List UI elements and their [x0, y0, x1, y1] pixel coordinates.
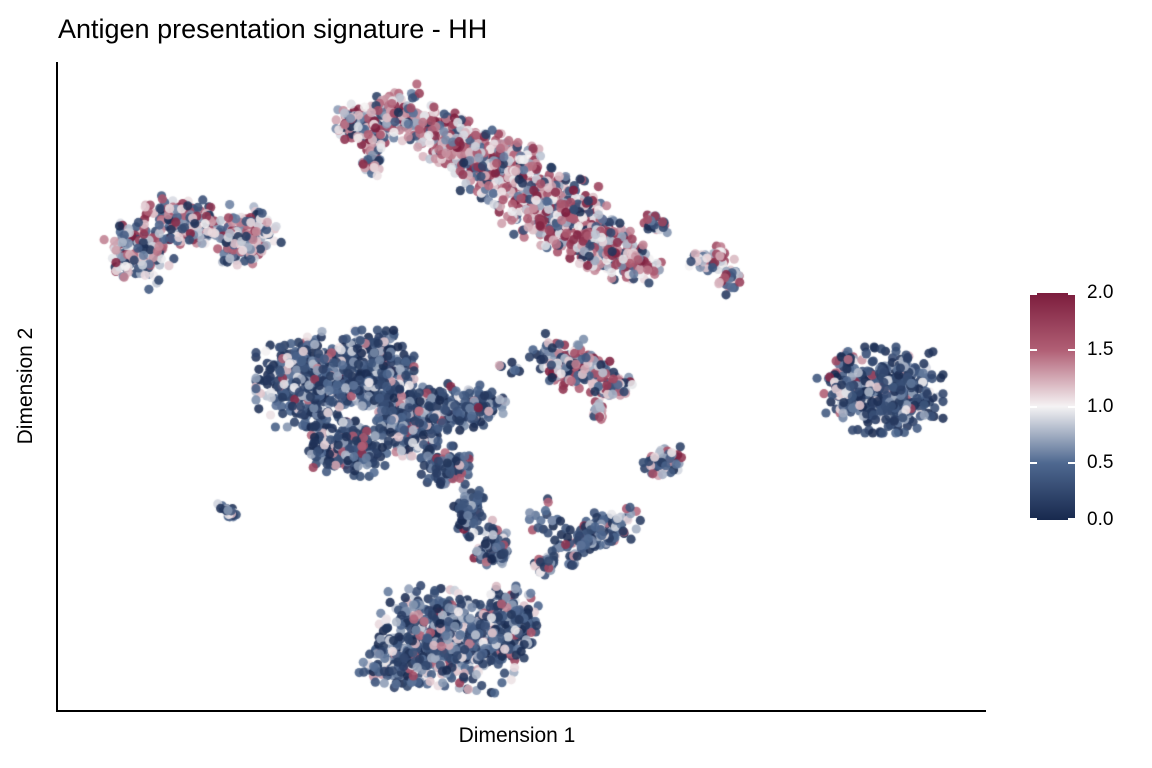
colorbar-tick-label: 1.0: [1087, 395, 1114, 417]
y-axis-label: Dimension 2: [14, 327, 37, 445]
colorbar-tick-mark: [1030, 462, 1037, 465]
colorbar-tick-mark: [1068, 462, 1075, 465]
colorbar-tick-label: 1.5: [1087, 338, 1114, 360]
colorbar-tick-mark: [1068, 518, 1075, 520]
colorbar-tick-mark: [1030, 405, 1037, 408]
colorbar-tick-mark: [1068, 293, 1075, 295]
x-axis-label: Dimension 1: [458, 724, 576, 747]
y-axis-line: [56, 62, 58, 712]
colorbar-tick-label: 0.0: [1087, 509, 1114, 530]
colorbar-tick-mark: [1068, 348, 1075, 351]
colorbar: 2.0 1.5 1.0 0.5 0.0: [1030, 282, 1152, 530]
colorbar-tick-label: 0.5: [1087, 452, 1114, 474]
x-axis-line: [56, 710, 986, 712]
colorbar-tick-mark: [1030, 348, 1037, 351]
colorbar-tick-mark: [1030, 293, 1037, 295]
colorbar-gradient: [1030, 293, 1075, 520]
colorbar-tick-label: 2.0: [1087, 282, 1114, 303]
colorbar-tick-mark: [1068, 405, 1075, 408]
colorbar-tick-mark: [1030, 518, 1037, 520]
plot-title: Antigen presentation signature - HH: [58, 14, 488, 44]
